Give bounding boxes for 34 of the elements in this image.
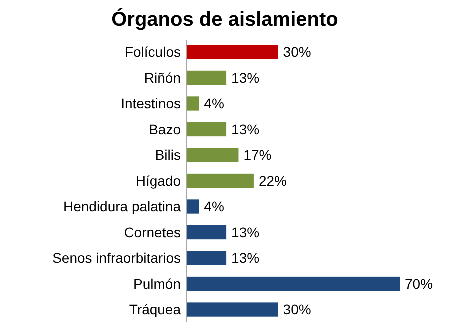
bar: [187, 174, 254, 188]
y-tick-label: Intestinos: [121, 96, 181, 112]
y-tick-label: Bilis: [155, 147, 181, 164]
y-tick-label: Hígado: [136, 172, 182, 189]
y-tick-label: Folículos: [124, 44, 181, 60]
data-label: 4%: [204, 96, 224, 112]
data-label: 13%: [232, 250, 260, 266]
bar: [187, 200, 200, 214]
y-tick-label: Tráquea: [129, 302, 182, 318]
data-label: 13%: [232, 121, 260, 138]
data-label: 30%: [283, 44, 312, 60]
data-label: 4%: [204, 198, 224, 215]
chart-title: Órganos de aislamiento: [112, 8, 338, 31]
bar: [187, 122, 227, 137]
bar: [187, 70, 227, 86]
bar: [187, 45, 278, 60]
data-label: 13%: [232, 70, 260, 86]
bar: [187, 225, 227, 240]
y-tick-label: Hendidura palatina: [63, 198, 182, 215]
y-tick-label: Riñón: [144, 70, 181, 86]
bar: [187, 96, 200, 111]
data-label: 17%: [244, 147, 272, 164]
y-tick-label: Senos infraorbitarios: [52, 250, 181, 266]
bar: [187, 276, 400, 292]
bar: [187, 251, 227, 266]
y-tick-label: Bazo: [149, 121, 182, 138]
bar: [187, 302, 278, 317]
data-label: 70%: [405, 276, 434, 292]
y-tick-label: Cornetes: [124, 224, 181, 240]
bar: [187, 148, 239, 162]
data-label: 13%: [232, 224, 260, 240]
data-label: 30%: [283, 302, 312, 318]
data-label: 22%: [258, 172, 287, 189]
y-tick-label: Pulmón: [134, 276, 181, 292]
